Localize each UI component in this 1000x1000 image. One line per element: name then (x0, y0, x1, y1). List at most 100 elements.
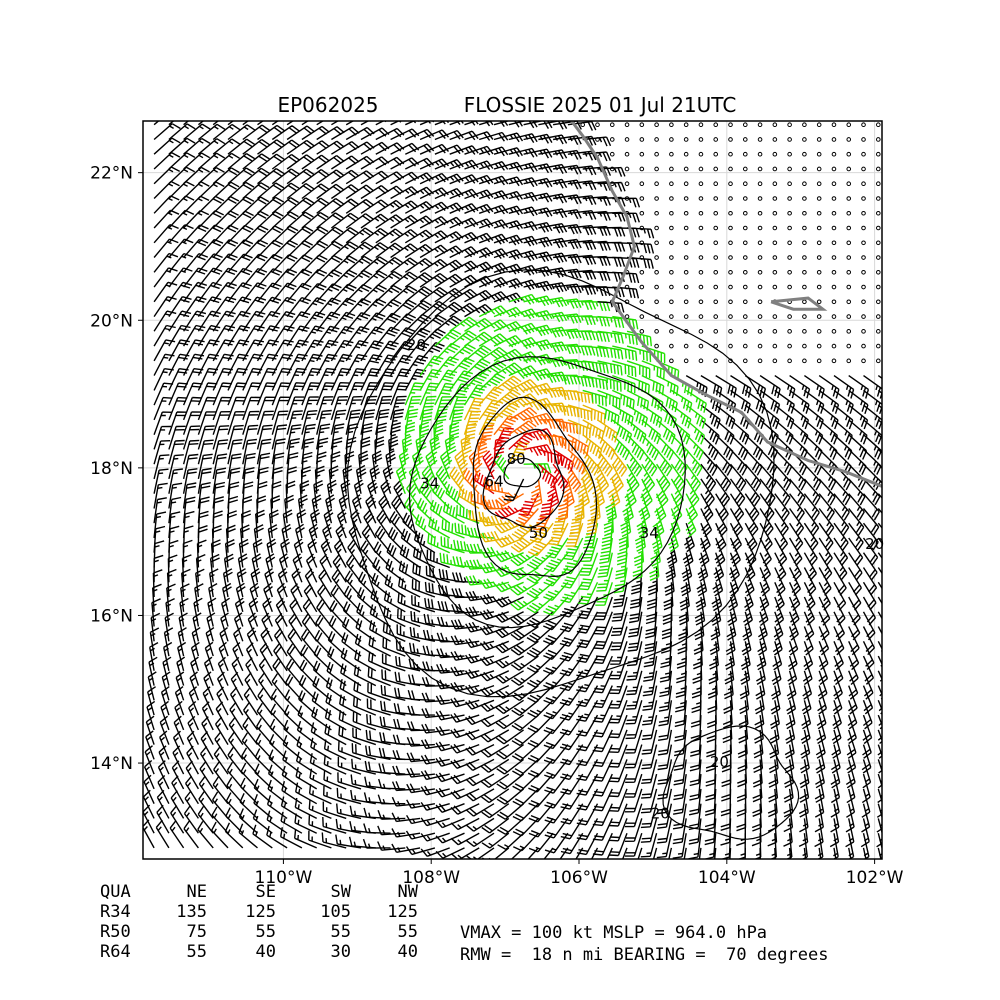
wind-barb (392, 750, 421, 761)
wind-barb (335, 523, 347, 553)
wind-barb (268, 509, 279, 539)
wind-barb (316, 169, 345, 185)
wind-barb (242, 438, 257, 465)
wind-barb (833, 567, 847, 596)
wind-barb (730, 389, 751, 414)
wind-barb (286, 410, 303, 435)
wind-barb (365, 745, 391, 761)
wind-barb (465, 743, 495, 756)
wind-barb (404, 421, 416, 450)
wind-barb (544, 788, 569, 809)
wind-barb (751, 803, 762, 832)
wind-barb (774, 478, 791, 506)
wind-barb (391, 812, 421, 823)
header-sw: SW (330, 882, 351, 902)
wind-barb (184, 790, 199, 819)
wind-barb (861, 788, 871, 818)
wind-barb (700, 463, 717, 492)
wind-barb (168, 137, 196, 155)
wind-barb (419, 258, 449, 273)
wind-barb (830, 773, 841, 804)
wind-barb (390, 121, 420, 126)
wind-barb (337, 756, 362, 775)
wind-barb (263, 582, 273, 613)
wind-barb (183, 121, 190, 126)
wind-barb (397, 592, 421, 613)
wind-barb (576, 626, 599, 649)
calm-marker (802, 343, 807, 349)
calm-marker (787, 210, 792, 216)
wind-barb (753, 715, 764, 744)
wind-barb (316, 423, 331, 450)
wind-barb (434, 202, 464, 214)
calm-marker (876, 151, 881, 157)
wind-barb (463, 397, 485, 421)
wind-barb (538, 402, 567, 414)
wind-barb (700, 374, 723, 398)
wind-barb (553, 298, 582, 309)
wind-barb (631, 567, 643, 595)
wind-barb (656, 360, 680, 380)
wind-barb (224, 822, 244, 849)
calm-marker (742, 329, 748, 334)
wind-barb (421, 723, 450, 734)
wind-barb (301, 410, 318, 435)
wind-barb (299, 659, 318, 687)
wind-barb (229, 701, 244, 731)
wind-barb (449, 302, 478, 318)
calm-marker (728, 343, 733, 349)
wind-barb (783, 774, 794, 803)
calm-marker (861, 122, 866, 127)
wind-barb (508, 393, 538, 408)
calm-marker (609, 166, 615, 172)
wind-barb (715, 404, 736, 430)
wind-barb (424, 597, 450, 613)
wind-barb (419, 201, 449, 214)
wind-barb (378, 763, 406, 775)
calm-marker (639, 151, 645, 157)
wind-barb (768, 774, 779, 803)
cell-sw: 30 (330, 942, 351, 962)
wind-barb (580, 463, 596, 493)
wind-barb (440, 536, 465, 554)
wind-barb (833, 434, 853, 460)
wind-barb (401, 435, 413, 465)
wind-barb (464, 358, 491, 377)
x-tick-label: 106°W (550, 868, 608, 888)
calm-marker (757, 210, 763, 216)
wind-barb (814, 803, 824, 833)
wind-barb (567, 434, 590, 457)
wind-barb (464, 203, 494, 214)
wind-barb (212, 181, 240, 200)
wind-barb (625, 685, 643, 710)
calm-marker (669, 269, 674, 275)
wind-barb (523, 163, 553, 174)
contour-label: 20 (651, 804, 670, 822)
calm-marker (742, 343, 748, 349)
wind-barb (863, 419, 882, 445)
wind-barb (494, 581, 524, 593)
wind-barb (286, 211, 314, 229)
wind-barb (774, 493, 790, 522)
wind-barb (799, 803, 809, 833)
wind-barb (769, 729, 780, 759)
wind-barb (153, 353, 175, 376)
wind-barb (330, 451, 341, 479)
wind-barb (629, 582, 643, 609)
wind-barb (393, 480, 406, 509)
calm-marker (816, 343, 822, 349)
wind-barb (628, 611, 643, 638)
wind-barb (404, 172, 434, 185)
wind-barb (480, 684, 510, 697)
wind-barb (153, 324, 176, 347)
wind-barb (202, 686, 214, 716)
calm-marker (876, 284, 881, 290)
calm-marker (787, 284, 792, 290)
wind-barb (421, 692, 450, 703)
wind-barb (567, 165, 597, 176)
wind-barb (729, 478, 746, 507)
wind-barb (286, 438, 300, 465)
wind-barb (641, 404, 663, 428)
wind-barb (680, 567, 691, 597)
wind-barb (320, 538, 333, 568)
